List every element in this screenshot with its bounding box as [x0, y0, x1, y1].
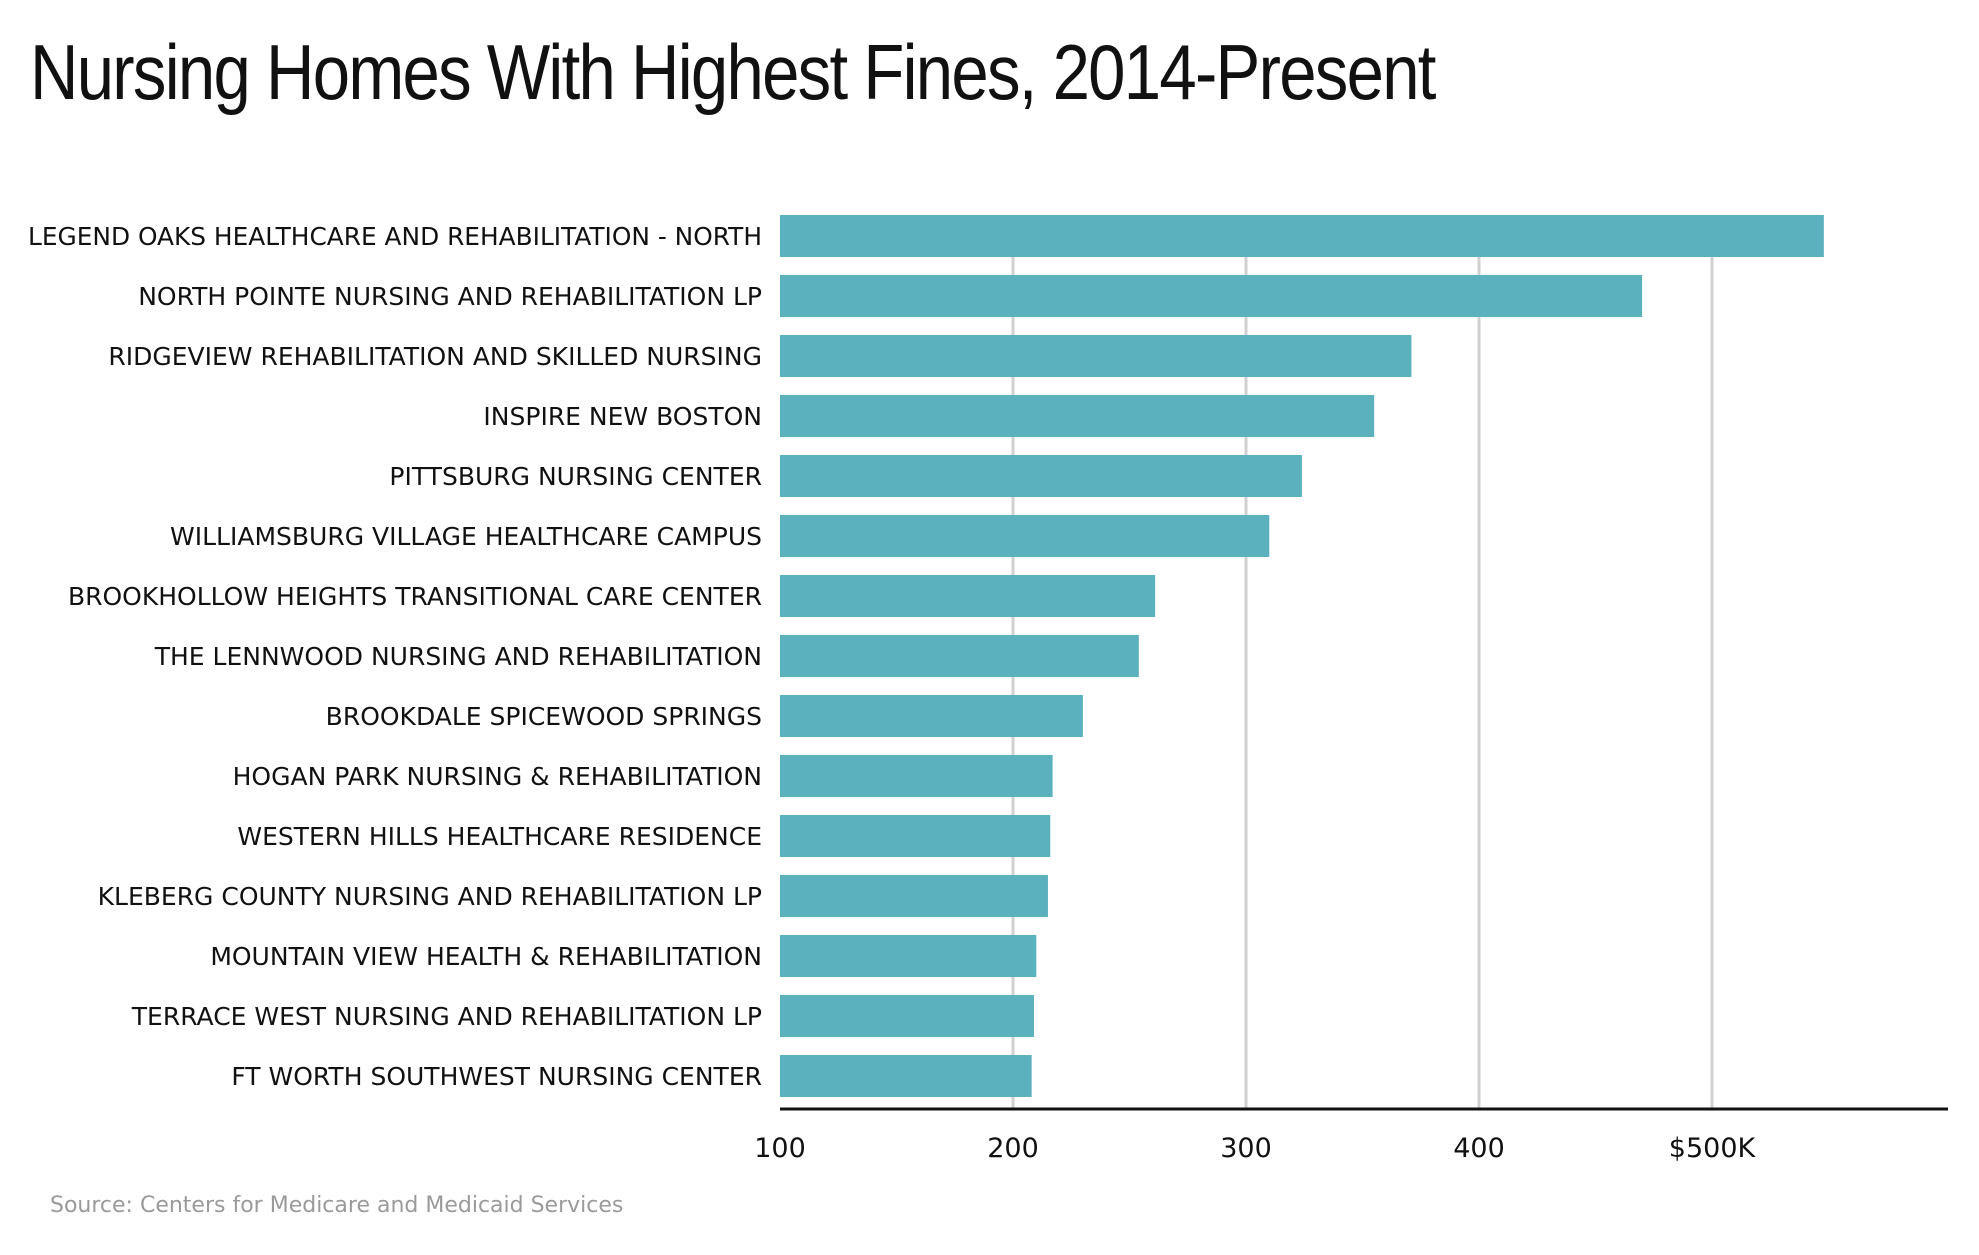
source-note: Source: Centers for Medicare and Medicai… — [50, 1193, 623, 1218]
category-labels: LEGEND OAKS HEALTHCARE AND REHABILITATIO… — [28, 222, 762, 1091]
bar — [780, 695, 1083, 737]
bar — [780, 215, 1824, 257]
bar — [780, 275, 1643, 317]
category-label: FT WORTH SOUTHWEST NURSING CENTER — [231, 1062, 762, 1091]
bar — [780, 1055, 1032, 1097]
bar — [780, 335, 1412, 377]
category-label: INSPIRE NEW BOSTON — [483, 402, 762, 431]
bar — [780, 815, 1051, 857]
bar — [780, 635, 1139, 677]
category-label: NORTH POINTE NURSING AND REHABILITATION … — [138, 282, 762, 311]
category-label: HOGAN PARK NURSING & REHABILITATION — [233, 762, 762, 791]
bars — [780, 215, 1824, 1097]
bar — [780, 395, 1375, 437]
bar — [780, 935, 1037, 977]
category-label: PITTSBURG NURSING CENTER — [389, 462, 762, 491]
x-tick-label: 200 — [987, 1133, 1039, 1164]
category-label: MOUNTAIN VIEW HEALTH & REHABILITATION — [210, 942, 762, 971]
category-label: WILLIAMSBURG VILLAGE HEALTHCARE CAMPUS — [170, 522, 762, 551]
x-tick-label: $500K — [1669, 1133, 1757, 1164]
category-label: TERRACE WEST NURSING AND REHABILITATION … — [131, 1002, 762, 1031]
bar — [780, 875, 1048, 917]
category-label: BROOKDALE SPICEWOOD SPRINGS — [326, 702, 762, 731]
category-label: RIDGEVIEW REHABILITATION AND SKILLED NUR… — [108, 342, 762, 371]
bar — [780, 455, 1302, 497]
bar — [780, 755, 1053, 797]
x-tick-label: 300 — [1220, 1133, 1272, 1164]
x-axis-tick-labels: 100 200 300 400 $500K — [754, 1133, 1756, 1164]
category-label: WESTERN HILLS HEALTHCARE RESIDENCE — [237, 822, 762, 851]
chart-title: Nursing Homes With Highest Fines, 2014-P… — [30, 28, 1436, 116]
category-label: KLEBERG COUNTY NURSING AND REHABILITATIO… — [98, 882, 762, 911]
bar — [780, 575, 1156, 617]
category-label: LEGEND OAKS HEALTHCARE AND REHABILITATIO… — [28, 222, 762, 251]
category-label: BROOKHOLLOW HEIGHTS TRANSITIONAL CARE CE… — [68, 582, 762, 611]
bar — [780, 515, 1270, 557]
gridlines — [1011, 248, 1714, 1109]
x-tick-label: 100 — [754, 1133, 806, 1164]
bar — [780, 995, 1034, 1037]
category-label: THE LENNWOOD NURSING AND REHABILITATION — [154, 642, 762, 671]
x-tick-label: 400 — [1453, 1133, 1505, 1164]
